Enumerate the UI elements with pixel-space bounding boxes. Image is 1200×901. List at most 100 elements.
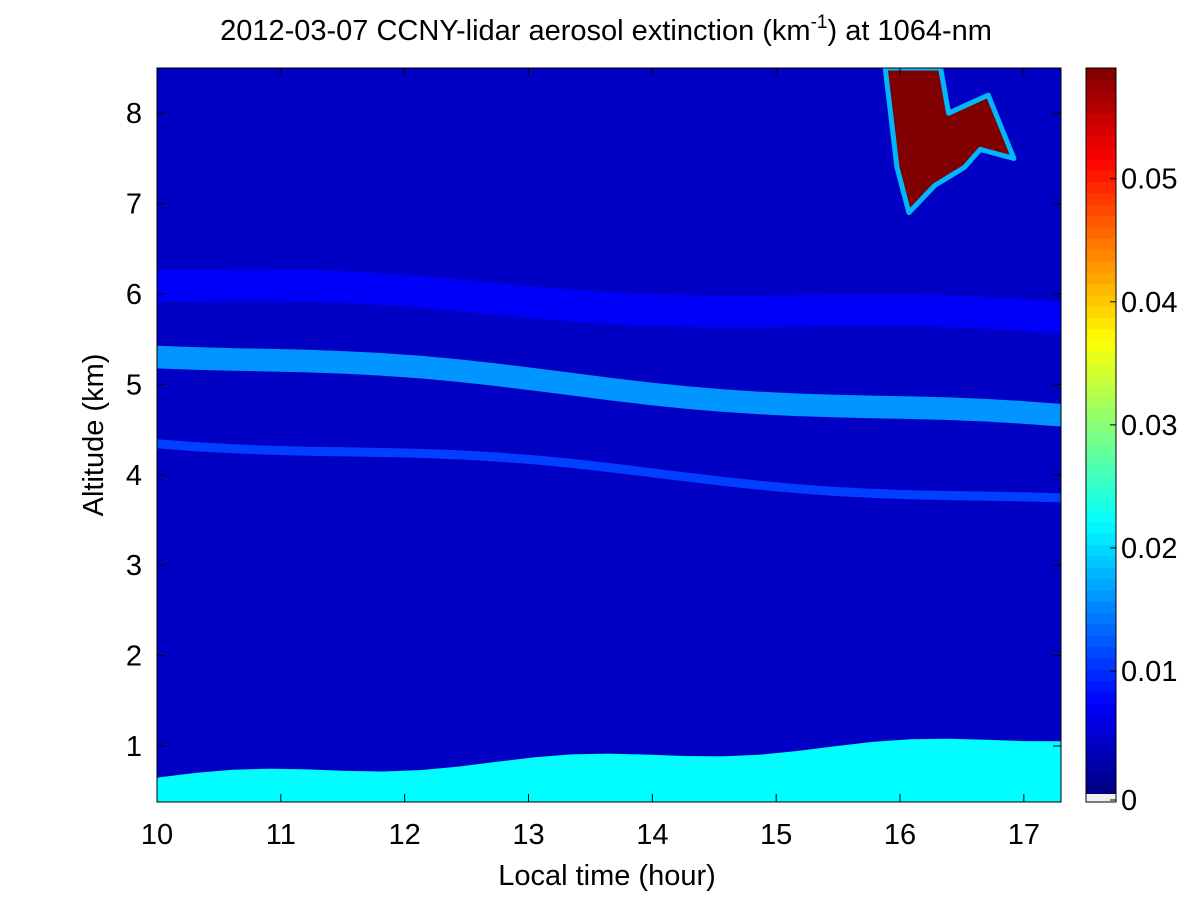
colorbar-step (1086, 249, 1116, 262)
x-tick-label: 12 (389, 819, 421, 851)
colorbar-tick-label: 0.02 (1121, 533, 1177, 565)
y-tick-label: 2 (126, 641, 142, 673)
colorbar-step (1086, 465, 1116, 477)
colorbar-step (1086, 170, 1116, 183)
colorbar-step (1086, 328, 1116, 341)
colorbar-step (1086, 192, 1116, 205)
colorbar-step (1086, 260, 1116, 273)
colorbar-tick-label: 0.05 (1121, 164, 1177, 196)
colorbar-step (1086, 215, 1116, 228)
x-axis-title: Local time (hour) (498, 860, 716, 892)
colorbar-tick-label: 0.04 (1121, 287, 1177, 319)
y-tick-label: 5 (126, 369, 142, 401)
x-tick-label: 15 (760, 819, 792, 851)
y-tick-label: 6 (126, 279, 142, 311)
colorbar-step (1086, 601, 1116, 614)
colorbar-step (1086, 68, 1116, 80)
colorbar-step (1086, 419, 1116, 432)
colorbar-step (1086, 374, 1116, 387)
colorbar-frame (1085, 67, 1117, 803)
colorbar-step (1086, 181, 1116, 194)
x-tick-label: 17 (1008, 819, 1040, 851)
colorbar-step (1086, 90, 1116, 103)
colorbar-step (1086, 476, 1116, 489)
colorbar-step (1086, 102, 1116, 114)
colorbar-step (1086, 204, 1116, 217)
colorbar-step (1086, 759, 1116, 772)
y-tick-label: 4 (126, 460, 142, 492)
colorbar-step (1086, 362, 1116, 375)
colorbar-step (1086, 544, 1116, 557)
colorbar-step (1086, 567, 1116, 580)
colorbar-step (1086, 555, 1116, 568)
x-tick-label: 14 (636, 819, 668, 851)
colorbar-step (1086, 351, 1116, 364)
plot-frame (156, 67, 1062, 803)
colorbar-step (1086, 306, 1116, 319)
colorbar-step (1086, 396, 1116, 409)
heatmap-feature-upper-layer (157, 269, 1061, 334)
x-tick-label: 10 (141, 819, 173, 851)
chart-title: 2012-03-07 CCNY-lidar aerosol extinction… (220, 12, 992, 47)
colorbar-step (1086, 431, 1116, 443)
colorbar-step (1086, 147, 1116, 160)
colorbar-step (1086, 691, 1116, 704)
colorbar-step (1086, 510, 1116, 523)
colorbar-step (1086, 680, 1116, 693)
colorbar-step (1086, 317, 1116, 330)
y-tick-label: 7 (126, 189, 142, 221)
colorbar-step (1086, 340, 1116, 353)
x-tick-label: 11 (266, 819, 296, 851)
colorbar-step (1086, 657, 1116, 670)
colorbar-step (1086, 499, 1116, 511)
colorbar-step (1086, 737, 1116, 750)
colorbar-step (1086, 226, 1116, 239)
heatmap-feature-surface-aerosol-layer (157, 738, 1061, 802)
colorbar-step (1086, 646, 1116, 659)
colorbar-step (1086, 589, 1116, 602)
colorbar-step (1086, 283, 1116, 296)
y-tick-label: 1 (126, 731, 142, 763)
colorbar-step (1086, 408, 1116, 421)
colorbar-step (1086, 612, 1116, 625)
colorbar-step (1086, 521, 1116, 534)
colorbar-step (1086, 748, 1116, 761)
y-axis-title: Altitude (km) (78, 354, 110, 517)
y-tick-label: 3 (126, 550, 142, 582)
colorbar-tick-label: 0.01 (1121, 656, 1177, 688)
colorbar-step (1086, 578, 1116, 591)
colorbar-step (1086, 703, 1116, 716)
x-tick-label: 13 (512, 819, 544, 851)
colorbar-under-color (1086, 794, 1116, 802)
colorbar-step (1086, 442, 1116, 455)
colorbar-step (1086, 771, 1116, 784)
title-suffix: ) at 1064-nm (827, 15, 991, 47)
colorbar-step (1086, 238, 1116, 251)
colorbar-step (1086, 124, 1116, 137)
y-tick-label: 8 (126, 98, 142, 130)
x-tick-label: 16 (884, 819, 916, 851)
colorbar-step (1086, 635, 1116, 648)
colorbar-step (1086, 272, 1116, 285)
colorbar-step (1086, 453, 1116, 466)
heatmap-feature-elevated-layer-1 (157, 345, 1061, 427)
colorbar-step (1086, 136, 1116, 148)
colorbar-step (1086, 725, 1116, 738)
heatmap-plot-area (157, 68, 1061, 802)
colorbar-tick-label: 0 (1121, 785, 1137, 817)
colorbar-step (1086, 487, 1116, 500)
colorbar-step (1086, 385, 1116, 398)
colorbar-step (1086, 623, 1116, 636)
colorbar-step (1086, 782, 1116, 795)
colorbar-step (1086, 158, 1116, 171)
colorbar-step (1086, 669, 1116, 682)
colorbar-step (1086, 113, 1116, 126)
colorbar-step (1086, 79, 1116, 92)
colorbar-step (1086, 533, 1116, 546)
colorbar-tick-label: 0.03 (1121, 410, 1177, 442)
colorbar-step (1086, 294, 1116, 307)
heatmap-feature-elevated-layer-2 (157, 439, 1061, 503)
heatmap-feature-cirrus-cloud (882, 68, 1017, 216)
